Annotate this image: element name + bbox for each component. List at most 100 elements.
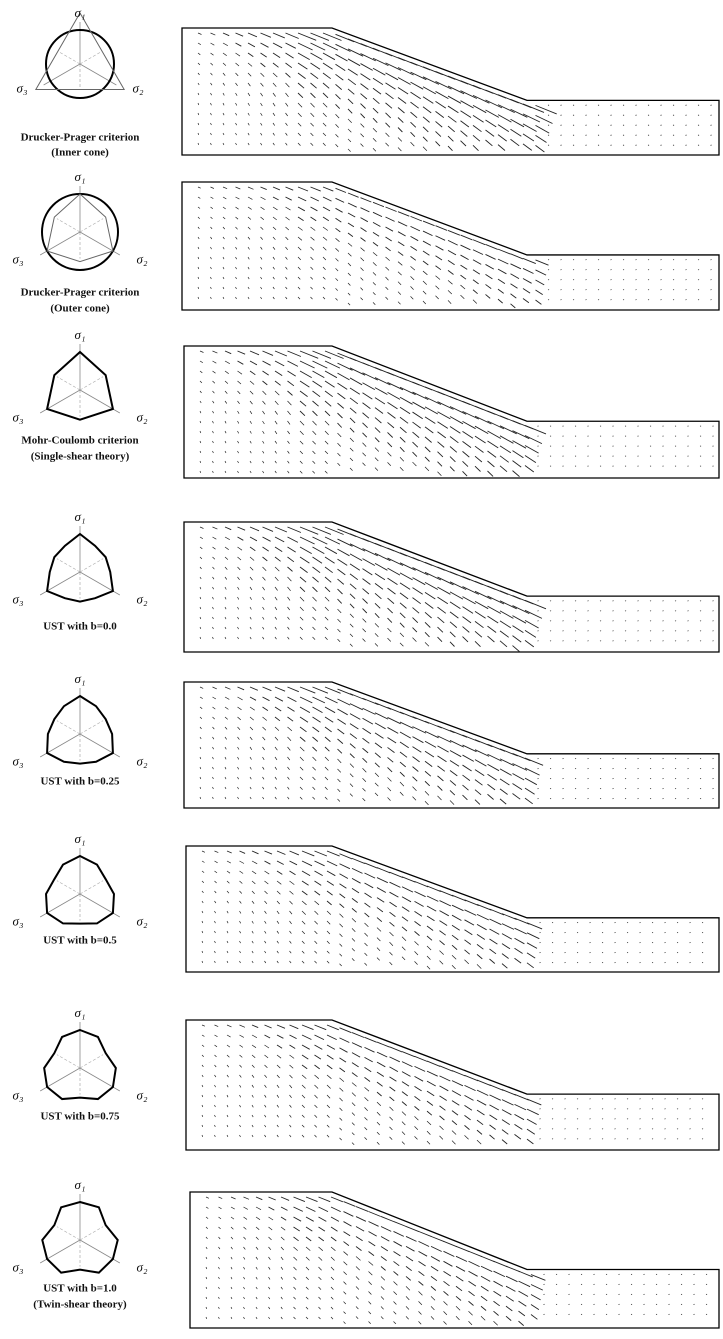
displacement-vector <box>352 908 357 912</box>
displacement-vector <box>202 851 205 852</box>
displacement-vector <box>311 267 314 270</box>
displacement-vector <box>363 798 366 801</box>
displacement-vector <box>275 537 284 542</box>
displacement-vector <box>456 1246 469 1251</box>
displacement-vector <box>338 599 342 603</box>
displacement-vector <box>527 1139 533 1144</box>
displacement-vector <box>313 687 328 693</box>
displacement-vector <box>275 371 282 376</box>
displacement-vector <box>302 931 305 934</box>
displacement-vector <box>350 378 362 385</box>
displacement-vector <box>425 771 431 776</box>
displacement-vector <box>294 1227 300 1231</box>
displacement-vector <box>300 577 306 582</box>
caption: Drucker-Prager criterion <box>21 287 140 299</box>
displacement-vector <box>398 272 402 275</box>
displacement-vector <box>206 1197 209 1198</box>
displacement-vector <box>288 461 290 463</box>
displacement-vector <box>248 113 249 116</box>
displacement-vector <box>198 267 199 269</box>
displacement-vector <box>273 197 279 200</box>
displacement-vector <box>465 900 479 906</box>
displacement-vector <box>302 1035 311 1040</box>
displacement-vector <box>340 934 343 937</box>
displacement-vector <box>236 257 237 259</box>
displacement-vector <box>373 118 377 122</box>
displacement-vector <box>302 861 312 866</box>
displacement-vector <box>488 431 501 439</box>
displacement-vector <box>475 416 491 424</box>
displacement-vector <box>198 33 202 35</box>
displacement-vector <box>361 228 367 232</box>
displacement-vector <box>248 53 253 57</box>
displacement-vector <box>250 777 251 779</box>
displacement-vector <box>461 101 474 108</box>
displacement-vector <box>200 617 201 619</box>
displacement-vector <box>225 361 230 364</box>
displacement-vector <box>398 302 401 305</box>
displacement-vector <box>331 1237 336 1241</box>
displacement-vector <box>286 187 294 190</box>
panel: σ₁σ₂σ₃Drucker-Prager criterion(Inner con… <box>17 5 719 159</box>
displacement-vector <box>236 73 239 76</box>
displacement-vector <box>286 83 290 87</box>
displacement-vector <box>288 391 293 395</box>
displacement-vector <box>252 1105 253 1107</box>
displacement-vector <box>323 207 330 211</box>
displacement-vector <box>415 921 421 926</box>
displacement-vector <box>275 557 281 561</box>
displacement-vector <box>388 402 398 408</box>
displacement-vector <box>390 1057 400 1062</box>
displacement-vector <box>525 798 533 804</box>
displacement-vector <box>461 235 473 240</box>
displacement-vector <box>352 1043 362 1048</box>
axis-line <box>57 1055 80 1068</box>
displacement-vector <box>481 1256 495 1262</box>
displacement-vector <box>288 777 290 780</box>
displacement-vector <box>477 1110 485 1115</box>
displacement-vector <box>448 290 452 294</box>
displacement-vector <box>431 1306 434 1310</box>
displacement-vector <box>450 467 455 472</box>
displacement-vector <box>302 1115 305 1118</box>
displacement-vector <box>411 122 416 127</box>
displacement-vector <box>225 707 228 709</box>
displacement-vector <box>281 1297 283 1299</box>
displacement-vector <box>406 1226 419 1231</box>
displacement-vector <box>211 83 213 85</box>
displacement-vector <box>511 119 525 127</box>
displacement-vector <box>313 411 318 416</box>
displacement-vector <box>298 237 302 240</box>
displacement-vector <box>236 297 237 299</box>
displacement-vector <box>238 617 239 619</box>
displacement-vector <box>236 217 239 219</box>
displacement-vector <box>211 43 215 45</box>
displacement-vector <box>475 770 484 776</box>
displacement-vector <box>211 277 212 279</box>
displacement-vector <box>398 128 402 132</box>
displacement-vector <box>440 941 445 945</box>
displacement-vector <box>263 361 271 365</box>
displacement-vector <box>536 105 557 114</box>
displacement-vector <box>465 1105 472 1110</box>
displacement-vector <box>286 287 288 289</box>
displacement-vector <box>356 1307 358 1309</box>
displacement-vector <box>277 1105 279 1107</box>
displacement-vector <box>211 287 212 289</box>
displacement-vector <box>386 103 393 108</box>
displacement-vector <box>450 592 463 599</box>
displacement-vector <box>531 1295 541 1300</box>
displacement-vector <box>513 793 521 799</box>
displacement-vector <box>388 568 401 575</box>
displacement-vector <box>381 1286 384 1289</box>
displacement-vector <box>513 646 520 652</box>
displacement-vector <box>236 197 240 199</box>
displacement-vector <box>240 1075 242 1077</box>
displacement-vector <box>250 471 251 473</box>
displacement-vector <box>438 776 444 781</box>
displacement-vector <box>388 558 404 565</box>
displacement-vector <box>375 783 378 786</box>
displacement-vector <box>365 953 368 956</box>
displacement-vector <box>438 796 442 800</box>
displacement-vector <box>394 1301 397 1304</box>
